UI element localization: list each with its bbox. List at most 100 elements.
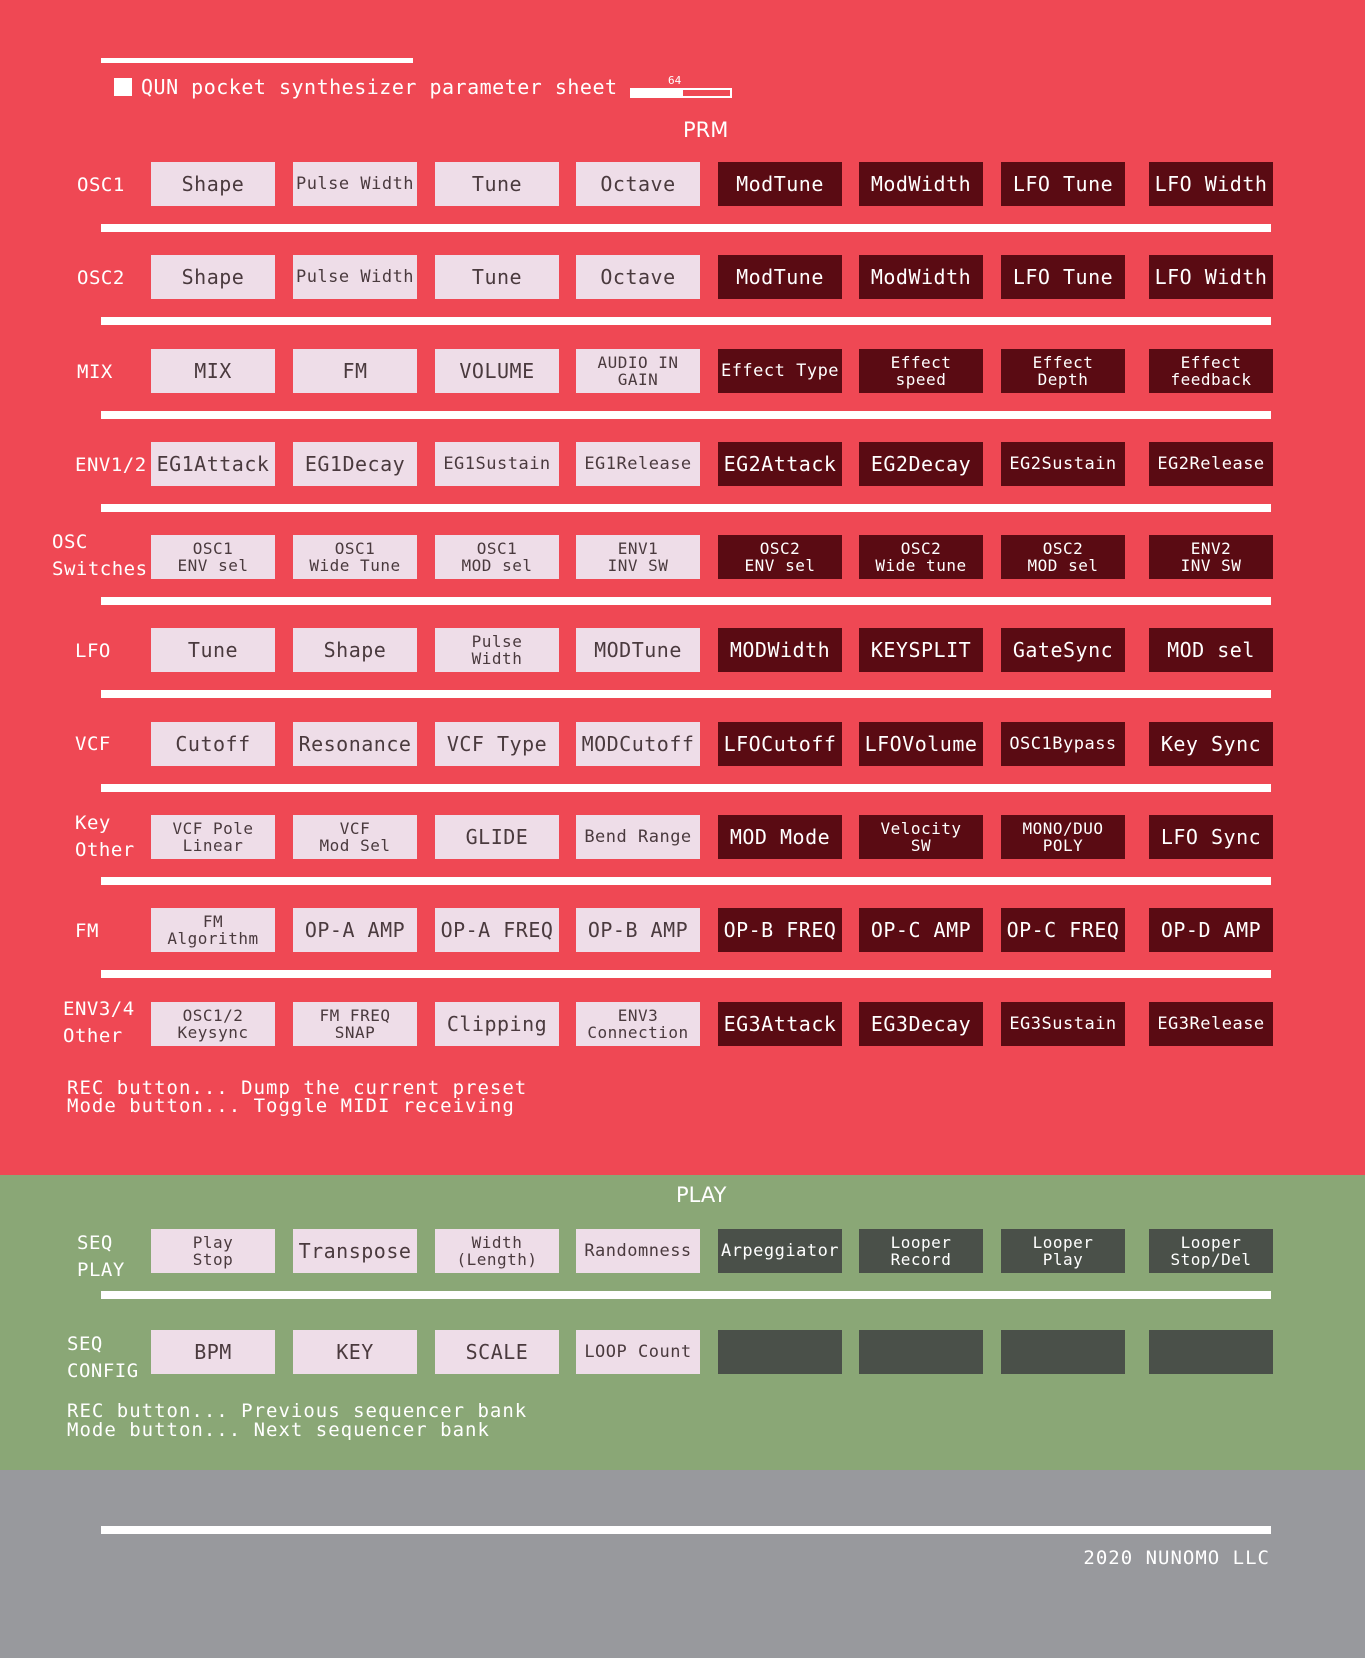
param-cell-tune[interactable]: Tune [151, 628, 275, 672]
param-cell-volume[interactable]: VOLUME [435, 349, 559, 393]
param-cell-eg1release[interactable]: EG1Release [576, 442, 700, 486]
page-title: QUN pocket synthesizer parameter sheet [141, 75, 618, 99]
param-cell-op-d-amp[interactable]: OP-D AMP [1149, 908, 1273, 952]
param-cell-randomness[interactable]: Randomness [576, 1229, 700, 1273]
param-cell-shape[interactable]: Shape [151, 162, 275, 206]
param-cell-effect-speed[interactable]: Effect speed [859, 349, 983, 393]
param-cell-modtune[interactable]: ModTune [718, 162, 842, 206]
param-cell-arpeggiator[interactable]: Arpeggiator [718, 1229, 842, 1273]
param-cell-lfo-tune[interactable]: LFO Tune [1001, 255, 1125, 299]
param-cell-tune[interactable]: Tune [435, 162, 559, 206]
param-cell-vcf-type[interactable]: VCF Type [435, 722, 559, 766]
param-cell-velocity-sw[interactable]: Velocity SW [859, 815, 983, 859]
param-cell-op-b-amp[interactable]: OP-B AMP [576, 908, 700, 952]
param-cell-looper-play[interactable]: Looper Play [1001, 1229, 1125, 1273]
param-cell-op-a-freq[interactable]: OP-A FREQ [435, 908, 559, 952]
param-cell-cutoff[interactable]: Cutoff [151, 722, 275, 766]
title-checkbox[interactable] [114, 78, 132, 96]
param-cell-lfo-width[interactable]: LFO Width [1149, 255, 1273, 299]
param-cell-clipping[interactable]: Clipping [435, 1002, 559, 1046]
param-cell-octave[interactable]: Octave [576, 162, 700, 206]
param-cell-op-b-freq[interactable]: OP-B FREQ [718, 908, 842, 952]
param-cell-modwidth[interactable]: MODWidth [718, 628, 842, 672]
param-cell-lfocutoff[interactable]: LFOCutoff [718, 722, 842, 766]
param-cell-bend-range[interactable]: Bend Range [576, 815, 700, 859]
param-cell-looper-stop-del[interactable]: Looper Stop/Del [1149, 1229, 1273, 1273]
param-cell-effect-type[interactable]: Effect Type [718, 349, 842, 393]
param-cell-mix[interactable]: MIX [151, 349, 275, 393]
param-cell-osc2-mod-sel[interactable]: OSC2 MOD sel [1001, 535, 1125, 579]
param-cell-width-length[interactable]: Width (Length) [435, 1229, 559, 1273]
param-cell-lfo-sync[interactable]: LFO Sync [1149, 815, 1273, 859]
param-cell-modtune[interactable]: MODTune [576, 628, 700, 672]
param-cell-vcf-pole-linear[interactable]: VCF Pole Linear [151, 815, 275, 859]
param-cell-lfo-tune[interactable]: LFO Tune [1001, 162, 1125, 206]
param-cell-fm-algorithm[interactable]: FM Algorithm [151, 908, 275, 952]
param-cell-osc1-mod-sel[interactable]: OSC1 MOD sel [435, 535, 559, 579]
param-cell-key-sync[interactable]: Key Sync [1149, 722, 1273, 766]
param-cell-empty[interactable] [1001, 1330, 1125, 1374]
param-cell-loop-count[interactable]: LOOP Count [576, 1330, 700, 1374]
param-cell-eg1sustain[interactable]: EG1Sustain [435, 442, 559, 486]
param-cell-modtune[interactable]: ModTune [718, 255, 842, 299]
param-cell-glide[interactable]: GLIDE [435, 815, 559, 859]
param-cell-modcutoff[interactable]: MODCutoff [576, 722, 700, 766]
param-cell-modwidth[interactable]: ModWidth [859, 255, 983, 299]
param-cell-scale[interactable]: SCALE [435, 1330, 559, 1374]
param-cell-env1-inv-sw[interactable]: ENV1 INV SW [576, 535, 700, 579]
param-cell-looper-record[interactable]: Looper Record [859, 1229, 983, 1273]
param-cell-bpm[interactable]: BPM [151, 1330, 275, 1374]
param-cell-eg3sustain[interactable]: EG3Sustain [1001, 1002, 1125, 1046]
param-cell-pulse-width[interactable]: Pulse Width [293, 255, 417, 299]
param-cell-lfovolume[interactable]: LFOVolume [859, 722, 983, 766]
param-cell-pulse-width[interactable]: Pulse Width [435, 628, 559, 672]
param-cell-lfo-width[interactable]: LFO Width [1149, 162, 1273, 206]
param-cell-mod-mode[interactable]: MOD Mode [718, 815, 842, 859]
param-cell-op-a-amp[interactable]: OP-A AMP [293, 908, 417, 952]
param-cell-pulse-width[interactable]: Pulse Width [293, 162, 417, 206]
param-cell-osc1bypass[interactable]: OSC1Bypass [1001, 722, 1125, 766]
param-cell-eg2sustain[interactable]: EG2Sustain [1001, 442, 1125, 486]
param-cell-osc1-wide-tune[interactable]: OSC1 Wide Tune [293, 535, 417, 579]
param-cell-mono-duo-poly[interactable]: MONO/DUO POLY [1001, 815, 1125, 859]
param-cell-fm[interactable]: FM [293, 349, 417, 393]
param-cell-octave[interactable]: Octave [576, 255, 700, 299]
param-cell-vcf-mod-sel[interactable]: VCF Mod Sel [293, 815, 417, 859]
param-cell-audio-in-gain[interactable]: AUDIO IN GAIN [576, 349, 700, 393]
param-cell-env2-inv-sw[interactable]: ENV2 INV SW [1149, 535, 1273, 579]
param-cell-shape[interactable]: Shape [293, 628, 417, 672]
param-cell-eg1decay[interactable]: EG1Decay [293, 442, 417, 486]
param-cell-effect-depth[interactable]: Effect Depth [1001, 349, 1125, 393]
param-cell-env3-connection[interactable]: ENV3 Connection [576, 1002, 700, 1046]
param-cell-osc2-wide-tune[interactable]: OSC2 Wide tune [859, 535, 983, 579]
row-divider [101, 1291, 1271, 1299]
param-cell-keysplit[interactable]: KEYSPLIT [859, 628, 983, 672]
param-cell-eg2decay[interactable]: EG2Decay [859, 442, 983, 486]
param-cell-eg2attack[interactable]: EG2Attack [718, 442, 842, 486]
param-cell-op-c-freq[interactable]: OP-C FREQ [1001, 908, 1125, 952]
param-cell-eg2release[interactable]: EG2Release [1149, 442, 1273, 486]
param-cell-transpose[interactable]: Transpose [293, 1229, 417, 1273]
param-cell-empty[interactable] [859, 1330, 983, 1374]
param-cell-tune[interactable]: Tune [435, 255, 559, 299]
param-cell-eg3attack[interactable]: EG3Attack [718, 1002, 842, 1046]
param-cell-modwidth[interactable]: ModWidth [859, 162, 983, 206]
param-cell-resonance[interactable]: Resonance [293, 722, 417, 766]
param-cell-gatesync[interactable]: GateSync [1001, 628, 1125, 672]
param-cell-osc1-2-keysync[interactable]: OSC1/2 Keysync [151, 1002, 275, 1046]
row-label-osc1: OSC1 [77, 174, 125, 196]
param-cell-effect-feedback[interactable]: Effect feedback [1149, 349, 1273, 393]
param-cell-shape[interactable]: Shape [151, 255, 275, 299]
param-cell-eg1attack[interactable]: EG1Attack [151, 442, 275, 486]
param-cell-empty[interactable] [718, 1330, 842, 1374]
param-cell-osc1-env-sel[interactable]: OSC1 ENV sel [151, 535, 275, 579]
param-cell-mod-sel[interactable]: MOD sel [1149, 628, 1273, 672]
param-cell-eg3decay[interactable]: EG3Decay [859, 1002, 983, 1046]
param-cell-fm-freq-snap[interactable]: FM FREQ SNAP [293, 1002, 417, 1046]
param-cell-play-stop[interactable]: Play Stop [151, 1229, 275, 1273]
param-cell-op-c-amp[interactable]: OP-C AMP [859, 908, 983, 952]
param-cell-osc2-env-sel[interactable]: OSC2 ENV sel [718, 535, 842, 579]
param-cell-key[interactable]: KEY [293, 1330, 417, 1374]
param-cell-empty[interactable] [1149, 1330, 1273, 1374]
param-cell-eg3release[interactable]: EG3Release [1149, 1002, 1273, 1046]
